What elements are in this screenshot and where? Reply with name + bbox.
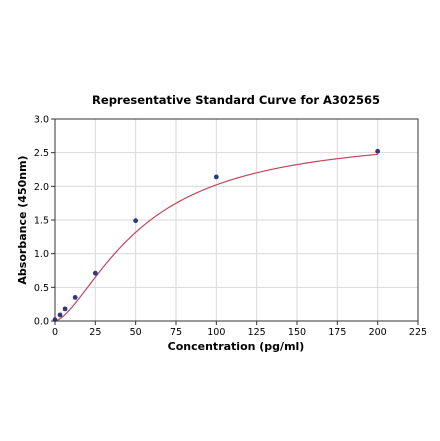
x-tick-label: 125 (248, 327, 266, 338)
x-tick-label: 100 (207, 327, 225, 338)
data-point (72, 295, 78, 300)
data-point (213, 174, 219, 180)
x-axis-label: Concentration (pg/ml) (168, 340, 305, 353)
data-point (92, 270, 98, 276)
x-tick-label: 50 (130, 327, 142, 338)
y-tick-label: 2.5 (34, 148, 49, 159)
y-tick-label: 1.5 (34, 216, 49, 227)
fit-curve (54, 153, 378, 322)
x-tick-label: 225 (409, 327, 427, 338)
data-point (62, 306, 68, 312)
y-tick-label: 2.0 (34, 182, 49, 193)
data-point (375, 148, 381, 154)
fit-curve-layer (54, 153, 378, 322)
y-axis-label: Absorbance (450nm) (16, 155, 29, 284)
x-axis-ticks: 0 25 50 75 100 125 150 175 200 225 (52, 321, 427, 338)
data-point (57, 312, 63, 318)
x-tick-label: 0 (52, 327, 58, 338)
y-axis-ticks: 0.0 0.5 1.0 1.5 2.0 2.5 3.0 (34, 115, 55, 328)
data-point (133, 218, 139, 224)
x-tick-label: 200 (369, 327, 387, 338)
y-tick-label: 0.0 (34, 317, 49, 328)
x-tick-label: 175 (328, 327, 346, 338)
x-tick-label: 150 (288, 327, 306, 338)
y-tick-label: 3.0 (34, 115, 49, 126)
grid-lines (54, 118, 419, 322)
chart-title: Representative Standard Curve for A30256… (92, 93, 380, 107)
x-tick-label: 25 (89, 327, 101, 338)
y-tick-label: 1.0 (34, 249, 49, 260)
y-tick-label: 0.5 (34, 283, 49, 294)
x-tick-label: 75 (170, 327, 182, 338)
